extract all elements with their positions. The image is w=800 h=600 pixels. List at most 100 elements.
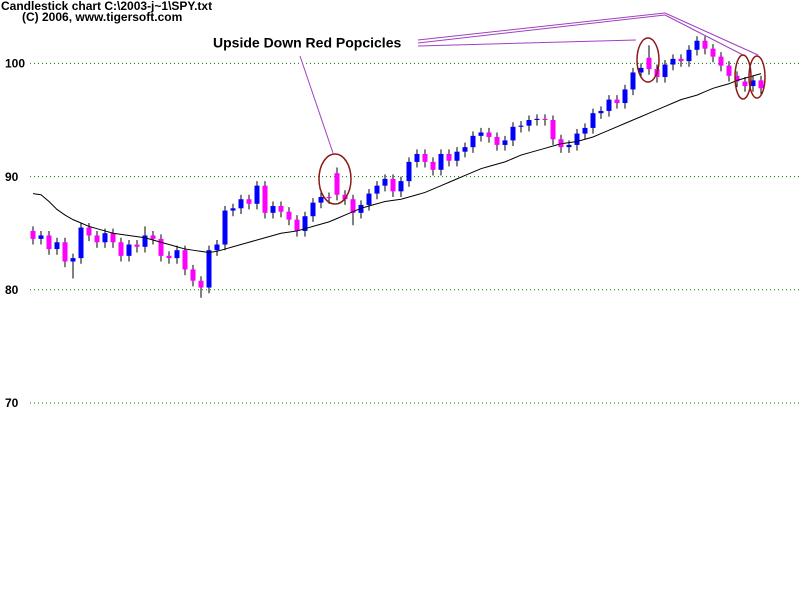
pointer (664, 14, 746, 57)
candle-body (758, 80, 764, 89)
candle-body (46, 235, 52, 250)
pointer (417, 14, 666, 44)
candle-body (78, 227, 84, 259)
candle-body (710, 48, 716, 57)
candle-body (566, 144, 572, 148)
candle-body (142, 235, 148, 247)
candle-body (598, 110, 604, 114)
candle-body (638, 67, 644, 73)
candle-body (350, 199, 356, 213)
moving-average (32, 73, 762, 253)
annotation: Upside Down Red Popcicles (213, 35, 401, 51)
candle-body (302, 216, 308, 231)
candle-body (534, 118, 540, 120)
candle-body (734, 75, 740, 82)
candle-body (174, 250, 180, 259)
candle-body (382, 178, 388, 186)
chart-title: Candlestick chart C:\2003-j~1\SPY.txt (1, 0, 212, 13)
candle-body (662, 64, 668, 77)
pointer (417, 39, 637, 47)
candle-body (318, 196, 324, 203)
candle-body (430, 161, 436, 170)
pointer (664, 12, 759, 56)
candle-body (62, 242, 68, 262)
candle-body (214, 244, 220, 251)
candle-body (270, 206, 276, 213)
candle-body (478, 132, 484, 136)
y-tick-label: 70 (5, 396, 19, 410)
candle-body (310, 202, 316, 217)
candle-body (334, 173, 340, 195)
candle-body (278, 206, 284, 212)
candle-body (246, 199, 252, 204)
candle-body (502, 140, 508, 145)
candle-body (486, 132, 492, 137)
candle-body (718, 56, 724, 66)
pointer (299, 55, 334, 154)
annotation-pointers (299, 12, 759, 154)
annotation-circles (318, 37, 766, 205)
candle-body (398, 181, 404, 192)
candle-body (454, 151, 460, 161)
candle-body (614, 99, 620, 104)
candle-body (750, 80, 756, 87)
y-tick-label: 100 (5, 57, 25, 71)
candle-body (102, 233, 108, 243)
candle-body (118, 242, 124, 256)
candle-body (438, 153, 444, 170)
candle-body (190, 269, 196, 281)
candle-body (582, 127, 588, 134)
candle-body (606, 99, 612, 111)
candle-body (358, 204, 364, 213)
candle-body (422, 153, 428, 162)
candle-body (494, 136, 500, 145)
candle-body (230, 208, 236, 211)
candle-body (94, 235, 100, 243)
candle-body (622, 89, 628, 104)
candle-body (574, 133, 580, 145)
candle-body (590, 113, 596, 128)
candle-body (198, 280, 204, 288)
candle-body (54, 242, 60, 250)
candle-body (470, 135, 476, 148)
candle-body (694, 40, 700, 50)
pointer (417, 12, 666, 41)
circle (734, 54, 752, 100)
candle-body (262, 185, 268, 213)
candle-body (630, 72, 636, 90)
candle-body (110, 233, 116, 243)
candle-body (550, 120, 556, 140)
candle-body (446, 153, 452, 161)
candle-body (374, 185, 380, 194)
candle-body (390, 178, 396, 192)
candle-body (558, 139, 564, 148)
candle-body (678, 58, 684, 62)
candle-body (702, 40, 708, 49)
candle-body (366, 193, 372, 205)
candle-body (342, 194, 348, 200)
circle (748, 55, 766, 99)
candle-body (510, 126, 516, 141)
candle-body (158, 238, 164, 256)
candle-body (86, 227, 92, 236)
candle-body (286, 211, 292, 220)
candle-body (726, 65, 732, 76)
candle-body (166, 255, 172, 259)
candle-body (742, 81, 748, 87)
candle-body (70, 258, 76, 262)
y-tick-label: 90 (5, 170, 19, 184)
candle-body (134, 244, 140, 247)
candle-body (222, 210, 228, 245)
candle-body (38, 235, 44, 239)
candle-body (670, 58, 676, 65)
candle-body (406, 161, 412, 182)
candle-body (238, 199, 244, 209)
candle-body (126, 244, 132, 256)
circle (636, 37, 660, 83)
chart-subtitle: (C) 2006, www.tigersoft.com (22, 10, 182, 24)
candle-body (462, 147, 468, 152)
candle-body (254, 185, 260, 204)
candle-body (182, 250, 188, 270)
